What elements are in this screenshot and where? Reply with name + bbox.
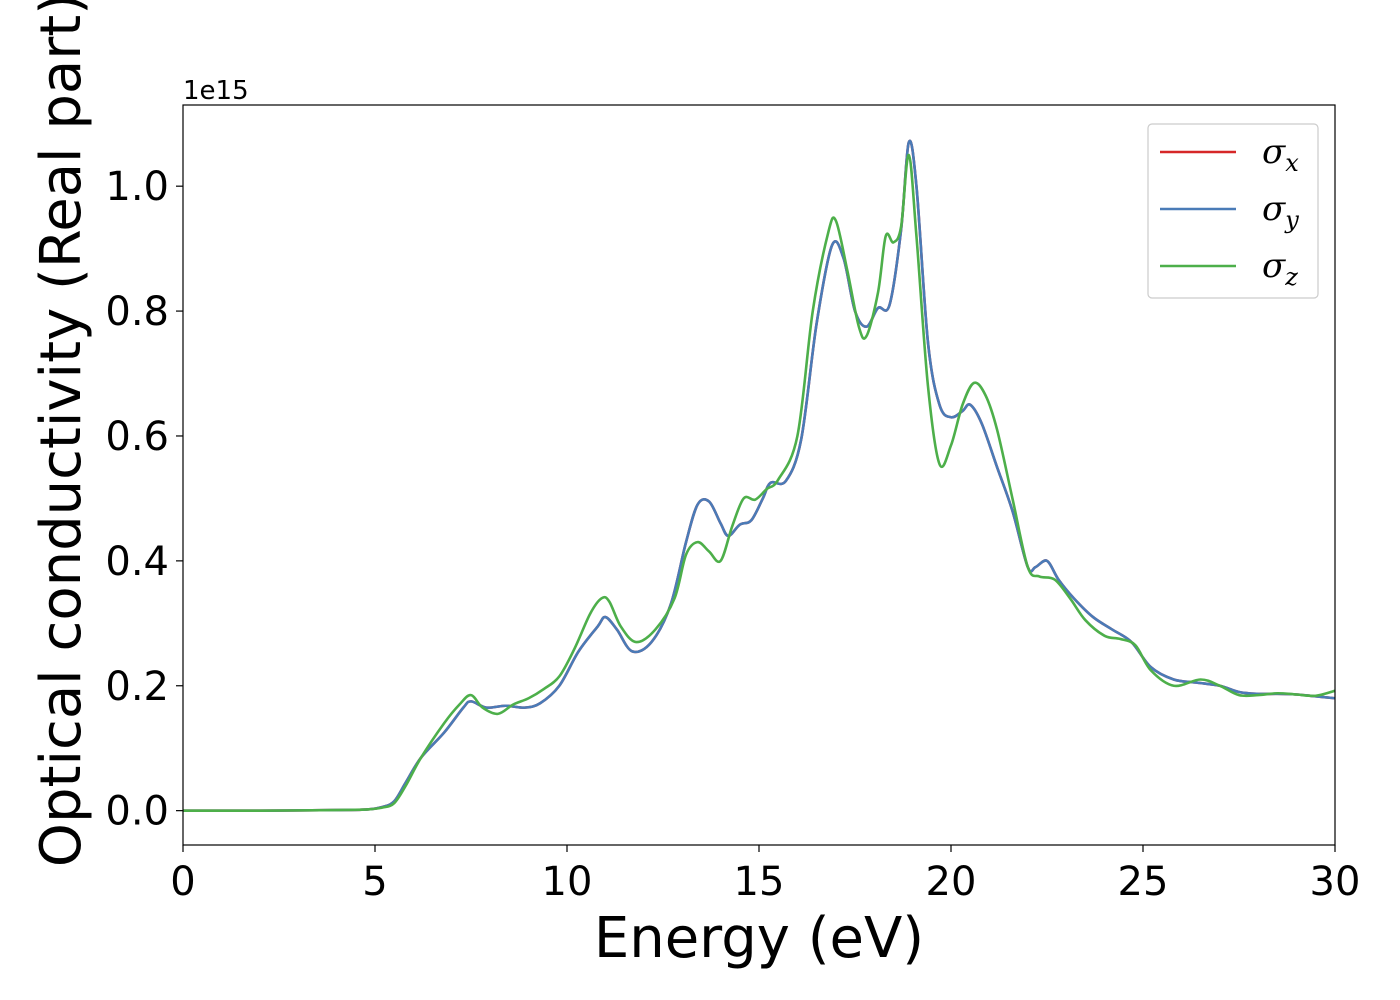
y-tick-label: 0.6 bbox=[105, 414, 169, 460]
x-tick-label: 5 bbox=[362, 859, 387, 905]
y-tick-label: 0.8 bbox=[105, 289, 169, 335]
x-tick-label: 10 bbox=[542, 859, 593, 905]
y-offset-label: 1e15 bbox=[183, 76, 249, 106]
x-tick-label: 0 bbox=[170, 859, 195, 905]
legend-label: σz bbox=[1262, 246, 1298, 291]
series-lines bbox=[183, 139, 1335, 812]
x-tick-label: 15 bbox=[734, 859, 785, 905]
x-tick-label: 25 bbox=[1118, 859, 1169, 905]
x-tick-label: 20 bbox=[926, 859, 977, 905]
y-axis-title: Optical conductivity (Real part) bbox=[29, 0, 94, 867]
x-axis-ticks: 0 5 10 15 20 25 30 bbox=[170, 845, 1360, 905]
y-tick-label: 0.0 bbox=[105, 789, 169, 835]
legend-label: σy bbox=[1262, 189, 1299, 234]
y-tick-label: 0.4 bbox=[105, 539, 169, 585]
legend-label: σx bbox=[1262, 132, 1299, 177]
x-tick-label: 30 bbox=[1310, 859, 1361, 905]
y-axis-ticks: 0.0 0.2 0.4 0.6 0.8 1.0 bbox=[105, 164, 183, 835]
x-axis-title: Energy (eV) bbox=[594, 906, 924, 971]
series-line-sigma-y bbox=[183, 139, 1335, 812]
series-line-sigma-z bbox=[183, 153, 1335, 812]
y-tick-label: 1.0 bbox=[105, 164, 169, 210]
legend-box bbox=[1147, 123, 1319, 299]
legend: σx σy σz bbox=[1147, 123, 1319, 299]
y-tick-label: 0.2 bbox=[105, 664, 169, 710]
